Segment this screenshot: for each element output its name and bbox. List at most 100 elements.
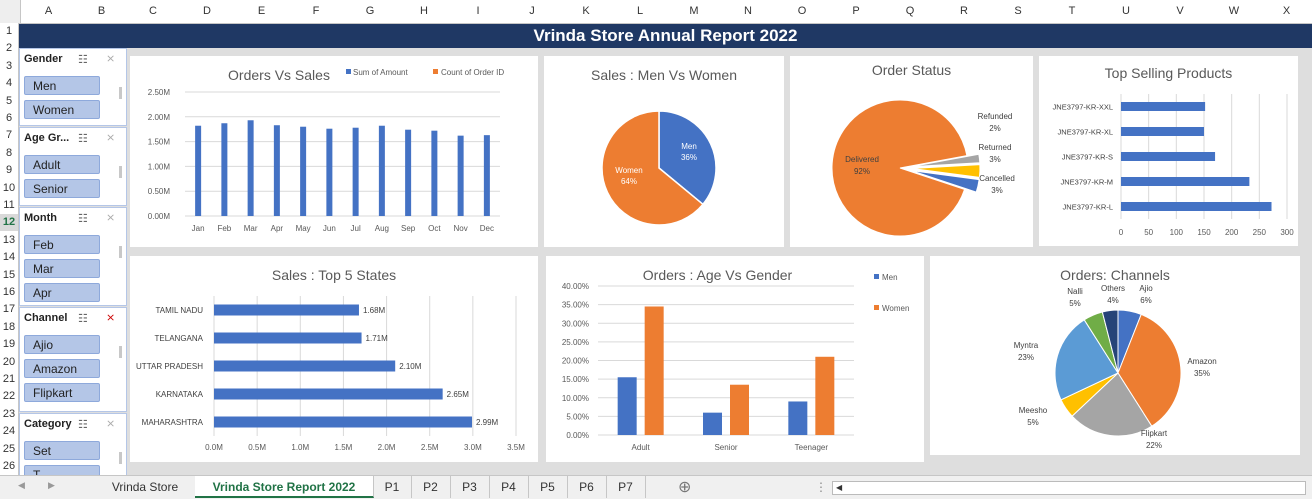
slicer-item[interactable]: Senior — [24, 179, 100, 198]
row-header-18[interactable]: 18 — [2, 320, 16, 333]
scroll-arrow-left-icon[interactable]: ◀ — [836, 483, 843, 492]
clear-filter-icon[interactable]: ⨯ — [106, 418, 116, 430]
column-header-A[interactable]: A — [44, 5, 53, 17]
horizontal-scrollbar[interactable]: ◀ — [832, 481, 1306, 495]
row-header-9[interactable]: 9 — [5, 164, 13, 177]
multi-select-icon[interactable]: ☷ — [78, 213, 88, 225]
order-status-chart[interactable]: Order Status Delivered 92% Refunded 2% Retur… — [790, 56, 1033, 247]
column-header-C[interactable]: C — [149, 5, 157, 17]
column-header-L[interactable]: L — [636, 5, 644, 17]
column-header-W[interactable]: W — [1228, 5, 1240, 17]
column-header-J[interactable]: J — [529, 5, 535, 17]
row-header-7[interactable]: 7 — [5, 129, 13, 142]
row-header-6[interactable]: 6 — [5, 112, 13, 124]
more-options-icon[interactable]: ⋮ — [815, 480, 827, 494]
slicer-item[interactable]: Women — [24, 100, 100, 119]
slicer-item[interactable]: Men — [24, 76, 100, 95]
row-header-19[interactable]: 19 — [2, 338, 16, 351]
slicer-item[interactable]: Amazon — [24, 359, 100, 378]
slicer-scrollbar[interactable] — [119, 346, 122, 358]
row-header-22[interactable]: 22 — [2, 390, 16, 403]
sheet-tab[interactable]: P4 — [489, 476, 529, 498]
multi-select-icon[interactable]: ☷ — [78, 133, 88, 145]
row-header-10[interactable]: 10 — [2, 181, 16, 194]
sales-men-women-chart[interactable]: Sales : Men Vs Women Men 36% Women 64% — [544, 56, 784, 247]
column-header-Q[interactable]: Q — [905, 5, 915, 17]
row-header-5[interactable]: 5 — [5, 94, 13, 107]
sheet-tab[interactable]: P7 — [606, 476, 646, 498]
row-header-21[interactable]: 21 — [2, 373, 16, 385]
select-all-corner[interactable] — [0, 0, 21, 23]
column-header-I[interactable]: I — [476, 5, 480, 17]
row-header-20[interactable]: 20 — [2, 355, 16, 368]
column-header-G[interactable]: G — [365, 5, 375, 17]
top-states-chart[interactable]: Sales : Top 5 States 0.0M 0.5M 1.0M 1.5M 2.0… — [130, 256, 538, 462]
slicer-scrollbar[interactable] — [119, 166, 122, 178]
multi-select-icon[interactable]: ☷ — [78, 313, 88, 325]
row-header-25[interactable]: 25 — [2, 442, 16, 455]
column-header-P[interactable]: P — [852, 5, 860, 17]
slicer-scrollbar[interactable] — [119, 87, 122, 99]
slicer-item[interactable]: Feb — [24, 235, 100, 254]
slicer-item[interactable]: Set — [24, 441, 100, 460]
row-header-12[interactable]: 12 — [0, 214, 18, 232]
row-header-23[interactable]: 23 — [2, 407, 16, 420]
column-header-R[interactable]: R — [960, 5, 968, 17]
column-header-M[interactable]: M — [689, 5, 699, 17]
slicer-scrollbar[interactable] — [119, 452, 122, 464]
slicer-scrollbar[interactable] — [119, 246, 122, 258]
age-vs-gender-chart[interactable]: Orders : Age Vs Gender 0.00% 5.00% 10.00% 1… — [546, 256, 924, 462]
row-header-17[interactable]: 17 — [2, 303, 16, 316]
column-header-U[interactable]: U — [1122, 5, 1130, 17]
scroll-right-icon[interactable]: ▶ — [48, 480, 55, 490]
row-header-4[interactable]: 4 — [5, 77, 13, 90]
top-selling-products-chart[interactable]: Top Selling Products 0 50 100 150 200 250 300 J… — [1039, 56, 1298, 246]
column-header-V[interactable]: V — [1176, 5, 1184, 17]
orders-vs-sales-chart[interactable]: Orders Vs Sales 0.00M 0.50M 1.00M 1.50M 2.00… — [130, 56, 538, 247]
row-header-3[interactable]: 3 — [5, 59, 13, 72]
clear-filter-icon[interactable]: ⨯ — [106, 312, 116, 324]
sheet-tab[interactable]: P3 — [450, 476, 490, 498]
column-header-X[interactable]: X — [1282, 5, 1291, 17]
column-header-E[interactable]: E — [257, 5, 266, 17]
column-header-H[interactable]: H — [420, 5, 428, 17]
row-header-24[interactable]: 24 — [2, 425, 16, 438]
slicer-item[interactable]: Flipkart — [24, 383, 100, 402]
sheet-tab[interactable]: Vrinda Store Report 2022 — [195, 476, 374, 498]
slicer-item[interactable]: Adult — [24, 155, 100, 174]
column-header-K[interactable]: K — [582, 5, 590, 17]
row-header-14[interactable]: 14 — [2, 251, 16, 264]
clear-filter-icon[interactable]: ⨯ — [106, 132, 116, 144]
column-header-B[interactable]: B — [97, 5, 106, 17]
row-header-2[interactable]: 2 — [5, 42, 13, 55]
column-header-T[interactable]: T — [1068, 5, 1076, 17]
column-header-S[interactable]: S — [1014, 5, 1022, 17]
column-header-D[interactable]: D — [203, 5, 211, 17]
orders-channels-chart[interactable]: Orders: Channels Ajio 6% Amazon 35% Flipkart… — [930, 256, 1300, 455]
row-header-16[interactable]: 16 — [2, 286, 16, 298]
slicer-item[interactable]: Mar — [24, 259, 100, 278]
row-header-8[interactable]: 8 — [5, 146, 13, 159]
slicer-item[interactable]: Apr — [24, 283, 100, 302]
row-header-26[interactable]: 26 — [2, 460, 16, 472]
column-header-O[interactable]: O — [797, 5, 807, 17]
sheet-tab[interactable]: P2 — [411, 476, 451, 498]
row-header-13[interactable]: 13 — [2, 233, 16, 246]
row-header-15[interactable]: 15 — [2, 268, 16, 281]
clear-filter-icon[interactable]: ⨯ — [106, 53, 116, 65]
sheet-tab[interactable]: P1 — [373, 476, 412, 498]
multi-select-icon[interactable]: ☷ — [78, 54, 88, 66]
multi-select-icon[interactable]: ☷ — [78, 419, 88, 431]
slicer-item[interactable]: Ajio — [24, 335, 100, 354]
add-sheet-icon[interactable]: ⊕ — [678, 479, 692, 496]
sheet-tab[interactable]: Vrinda Store — [95, 476, 196, 498]
column-header-N[interactable]: N — [744, 5, 752, 17]
sheet-tab[interactable]: P5 — [528, 476, 568, 498]
row-header-1[interactable]: 1 — [5, 25, 13, 37]
column-header-F[interactable]: F — [312, 5, 320, 17]
clear-filter-icon[interactable]: ⨯ — [106, 212, 116, 224]
sheet-tab[interactable]: P6 — [567, 476, 607, 498]
slicer-item[interactable]: T... — [24, 465, 100, 476]
row-header-11[interactable]: 11 — [3, 199, 15, 211]
scroll-left-icon[interactable]: ◀ — [18, 480, 25, 490]
